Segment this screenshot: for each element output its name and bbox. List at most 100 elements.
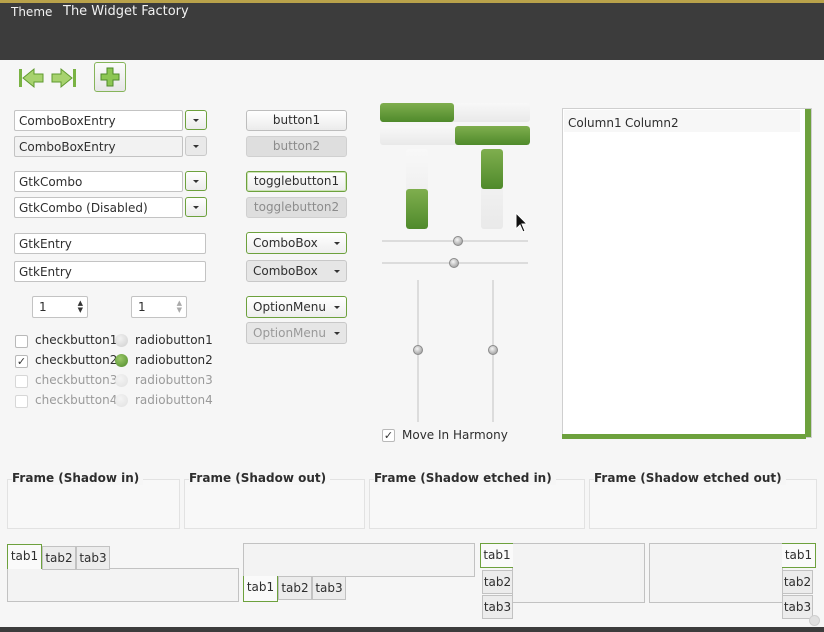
tree-view[interactable]: Column1 Column2 bbox=[562, 108, 812, 438]
optionmenu-1-value: OptionMenu bbox=[253, 300, 326, 314]
notebook-top-tab2[interactable]: tab2 bbox=[42, 546, 76, 570]
checkbutton2-label[interactable]: checkbutton2 bbox=[35, 353, 118, 367]
spinbutton-2[interactable]: 1 ▲ ▼ bbox=[131, 296, 187, 318]
spinbutton-1[interactable]: 1 ▲ ▼ bbox=[32, 296, 88, 318]
mouse-pointer-icon bbox=[515, 212, 529, 233]
togglebutton2: togglebutton2 bbox=[246, 197, 347, 218]
menu-item-theme[interactable]: Theme bbox=[11, 5, 53, 19]
optionmenu-2-value: OptionMenu bbox=[253, 326, 326, 340]
frame-shadow-etched-in-label: Frame (Shadow etched in) bbox=[374, 471, 556, 485]
back-button[interactable] bbox=[15, 64, 47, 92]
notebook-right-tab2[interactable]: tab2 bbox=[782, 570, 813, 594]
frame-shadow-etched-in bbox=[369, 479, 585, 529]
notebook-bottom-tab1[interactable]: tab1 bbox=[243, 576, 278, 602]
hscale-2-slider[interactable] bbox=[449, 258, 459, 268]
radiobutton3-circle bbox=[115, 374, 128, 387]
combobox-1-value: ComboBox bbox=[253, 236, 318, 250]
progress-fill bbox=[406, 189, 428, 229]
checkbutton3-label: checkbutton3 bbox=[35, 373, 118, 387]
spinbutton-1-value: 1 bbox=[39, 300, 47, 314]
add-button[interactable] bbox=[94, 62, 126, 92]
optionmenu-1[interactable]: OptionMenu bbox=[246, 296, 347, 318]
radiobutton2-circle[interactable] bbox=[115, 354, 128, 367]
notebook-left-pane bbox=[512, 543, 645, 603]
gtkcombo-1-dropdown[interactable] bbox=[185, 171, 207, 191]
notebook-left-tab3[interactable]: tab3 bbox=[482, 595, 513, 619]
notebook-right-tab1[interactable]: tab1 bbox=[782, 543, 816, 568]
comboentry-2-dropdown[interactable] bbox=[185, 136, 207, 156]
title-bar bbox=[0, 0, 824, 31]
notebook-right-pane bbox=[649, 543, 783, 603]
notebook-top-pane bbox=[7, 568, 239, 602]
frame-shadow-out-label: Frame (Shadow out) bbox=[189, 471, 331, 485]
chevron-down-icon bbox=[193, 144, 199, 148]
combobox-2[interactable]: ComboBox bbox=[246, 260, 347, 282]
spin-arrows-icon[interactable]: ▲ ▼ bbox=[176, 299, 182, 314]
radiobutton4-label: radiobutton4 bbox=[135, 393, 213, 407]
move-in-harmony-label[interactable]: Move In Harmony bbox=[402, 428, 508, 442]
checkbutton3-box bbox=[15, 375, 28, 388]
progressbar-v1 bbox=[406, 149, 428, 229]
frame-shadow-in-label: Frame (Shadow in) bbox=[12, 471, 144, 485]
notebook-top-tab3[interactable]: tab3 bbox=[76, 546, 110, 570]
go-back-icon bbox=[19, 67, 44, 89]
progress-fill bbox=[380, 103, 454, 122]
button2: button2 bbox=[246, 136, 347, 157]
chevron-down-icon bbox=[334, 269, 340, 273]
resize-grip[interactable] bbox=[809, 615, 820, 626]
frame-shadow-in bbox=[7, 479, 180, 529]
chevron-down-icon bbox=[193, 179, 199, 183]
check-icon: ✓ bbox=[383, 429, 394, 442]
comboentry-2-field[interactable]: ComboBoxEntry bbox=[14, 136, 183, 157]
notebook-right-tab3[interactable]: tab3 bbox=[782, 595, 813, 619]
button1[interactable]: button1 bbox=[246, 110, 347, 131]
progressbar-v2 bbox=[481, 149, 503, 229]
hscale-1-slider[interactable] bbox=[453, 236, 464, 246]
checkbutton2-box[interactable]: ✓ bbox=[15, 355, 28, 368]
combobox-1[interactable]: ComboBox bbox=[246, 232, 347, 254]
togglebutton1[interactable]: togglebutton1 bbox=[246, 171, 347, 192]
radiobutton1-label[interactable]: radiobutton1 bbox=[135, 333, 213, 347]
frame-shadow-etched-out-label: Frame (Shadow etched out) bbox=[594, 471, 786, 485]
chevron-down-icon bbox=[334, 305, 340, 309]
checkbutton1-label[interactable]: checkbutton1 bbox=[35, 333, 118, 347]
vscale-2-slider[interactable] bbox=[488, 345, 498, 355]
spin-arrows-icon[interactable]: ▲ ▼ bbox=[77, 299, 83, 314]
go-forward-icon bbox=[51, 67, 76, 89]
radiobutton3-label: radiobutton3 bbox=[135, 373, 213, 387]
comboentry-1-dropdown[interactable] bbox=[185, 110, 207, 130]
frame-shadow-out bbox=[184, 479, 365, 529]
tree-vertical-scrollbar[interactable] bbox=[805, 109, 811, 437]
entry-1[interactable]: GtkEntry bbox=[14, 233, 206, 254]
chevron-down-icon bbox=[334, 331, 340, 335]
gtkcombo-1-field[interactable]: GtkCombo bbox=[14, 171, 183, 192]
progressbar-h1 bbox=[380, 103, 530, 122]
entry-2[interactable]: GtkEntry bbox=[14, 261, 206, 282]
radiobutton4-circle bbox=[115, 394, 128, 407]
tree-horizontal-scrollbar[interactable] bbox=[562, 434, 806, 439]
forward-button[interactable] bbox=[48, 64, 80, 92]
radiobutton2-label[interactable]: radiobutton2 bbox=[135, 353, 213, 367]
gtkcombo-2-field[interactable]: GtkCombo (Disabled) bbox=[14, 197, 183, 218]
gtkcombo-2-dropdown[interactable] bbox=[185, 197, 207, 217]
column2-header[interactable]: Column2 bbox=[625, 116, 679, 130]
notebook-top-tab1[interactable]: tab1 bbox=[7, 544, 42, 569]
chevron-down-icon bbox=[334, 241, 340, 245]
move-in-harmony-checkbox[interactable]: ✓ bbox=[382, 429, 395, 442]
column1-header[interactable]: Column1 bbox=[568, 116, 622, 130]
progress-fill bbox=[481, 149, 503, 189]
chevron-down-icon bbox=[193, 205, 199, 209]
check-icon: ✓ bbox=[16, 355, 27, 368]
frame-shadow-etched-out bbox=[589, 479, 817, 529]
checkbutton4-label: checkbutton4 bbox=[35, 393, 118, 407]
progressbar-h2 bbox=[380, 126, 530, 145]
notebook-left-tab1[interactable]: tab1 bbox=[480, 543, 513, 568]
checkbutton1-box[interactable] bbox=[15, 335, 28, 348]
vscale-1-slider[interactable] bbox=[413, 345, 423, 355]
notebook-bottom-tab2[interactable]: tab2 bbox=[278, 576, 312, 600]
notebook-left-tab2[interactable]: tab2 bbox=[482, 570, 513, 594]
radiobutton1-circle[interactable] bbox=[115, 334, 128, 347]
comboentry-1-field[interactable]: ComboBoxEntry bbox=[14, 110, 183, 131]
notebook-bottom-tab3[interactable]: tab3 bbox=[312, 576, 346, 600]
optionmenu-2: OptionMenu bbox=[246, 322, 347, 344]
